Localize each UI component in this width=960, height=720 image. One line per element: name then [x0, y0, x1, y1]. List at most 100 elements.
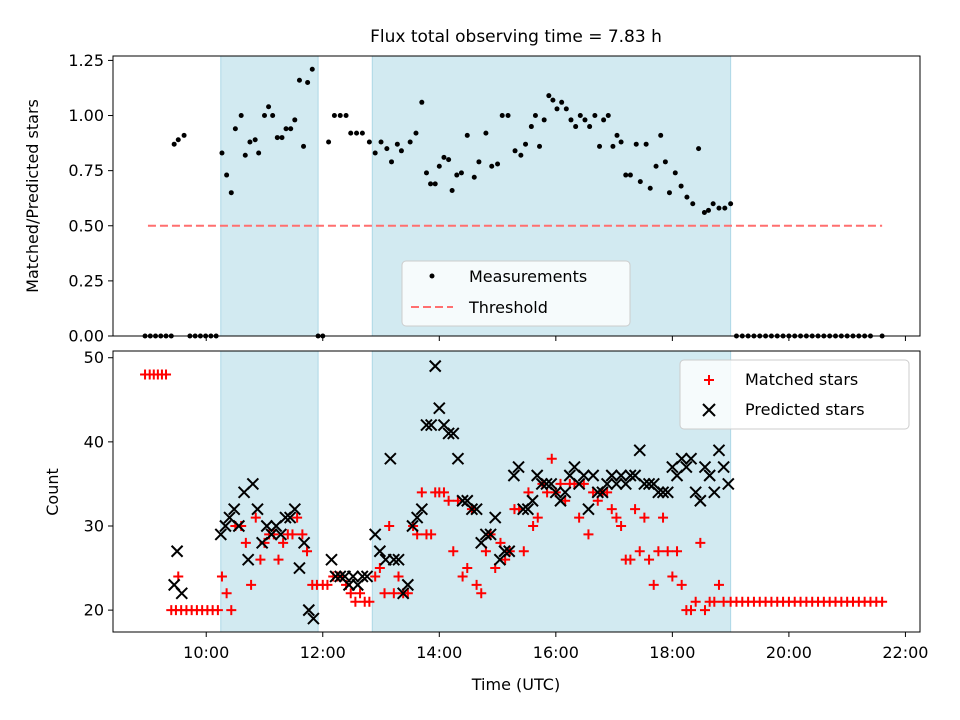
- measurement-point: [722, 205, 728, 211]
- x-axis-label: Time (UTC): [471, 675, 560, 694]
- measurement-point: [378, 139, 384, 145]
- top-legend: Measurements Threshold: [401, 260, 631, 327]
- matched-star-marker: [616, 520, 627, 531]
- measurement-point: [458, 170, 464, 176]
- predicted-star-marker: [260, 519, 274, 533]
- bottom-panel: 20 30 40 50 10:00 12:00 14:00 16:00 18:00 20:00 2…: [43, 348, 928, 694]
- predicted-star-marker: [698, 460, 712, 474]
- measurement-point: [610, 143, 616, 149]
- predicted-star-marker: [558, 486, 572, 499]
- predicted-star-marker: [521, 502, 535, 516]
- measurement-point: [394, 141, 400, 147]
- predicted-star-marker: [325, 553, 338, 566]
- matched-star-marker: [690, 596, 701, 607]
- measurement-point: [592, 113, 598, 119]
- predicted-star-marker: [219, 519, 232, 533]
- predicted-star-marker: [392, 553, 405, 566]
- measurement-point: [568, 117, 574, 123]
- predicted-stars-points: [167, 359, 735, 625]
- measurement-point: [446, 157, 452, 163]
- measurement-point: [647, 185, 653, 191]
- matched-star-marker: [699, 605, 710, 616]
- matched-star-marker: [713, 579, 724, 590]
- measurement-point: [627, 172, 633, 178]
- matched-star-marker: [350, 596, 361, 607]
- measurement-point: [523, 141, 529, 147]
- measurement-point: [407, 139, 413, 145]
- predicted-star-marker: [396, 587, 410, 600]
- predicted-star-marker: [387, 553, 401, 566]
- bottom-x-axis: 10:00 12:00 14:00 16:00 18:00 20:00 22:00: [183, 632, 928, 662]
- measurement-point: [337, 113, 343, 119]
- measurement-point: [476, 159, 482, 165]
- matched-star-marker: [644, 554, 655, 565]
- matched-star-marker: [528, 520, 539, 531]
- predicted-star-marker: [251, 502, 264, 516]
- matched-star-marker: [611, 512, 622, 523]
- predicted-star-marker: [232, 519, 246, 533]
- measurement-point: [228, 190, 234, 196]
- predicted-star-marker: [675, 452, 688, 465]
- y-tick-label: 1.00: [68, 106, 104, 125]
- predicted-legend-marker: [702, 403, 716, 417]
- predicted-star-marker: [656, 486, 670, 499]
- predicted-star-marker: [689, 486, 702, 499]
- predicted-star-marker: [722, 477, 735, 491]
- top-panel: 0.00 0.25 0.50 0.75 1.00 1.25 Matched/Predict…: [23, 51, 921, 346]
- matched-star-marker: [695, 537, 706, 548]
- measurement-point: [559, 99, 565, 105]
- top-x-ticks: [205, 336, 906, 341]
- matched-star-marker: [216, 571, 227, 582]
- measurement-point: [242, 152, 248, 158]
- predicted-star-marker: [265, 528, 278, 541]
- measurement-point: [454, 172, 460, 178]
- measurement-point: [384, 146, 390, 152]
- predicted-star-marker: [512, 460, 525, 474]
- measurement-point: [219, 150, 225, 156]
- measurement-point: [684, 194, 690, 200]
- predicted-star-marker: [401, 578, 415, 592]
- predicted-star-marker: [410, 511, 424, 524]
- predicted-star-marker: [384, 452, 397, 465]
- predicted-star-marker: [433, 402, 446, 415]
- measurement-point: [301, 143, 307, 149]
- measurement-point: [701, 210, 707, 216]
- measurement-point: [471, 174, 477, 180]
- y-tick-label: 40: [84, 432, 104, 451]
- predicted-star-marker: [214, 528, 228, 541]
- measurements-legend-marker: [429, 273, 435, 279]
- predicted-star-marker: [526, 494, 539, 507]
- measurement-point: [423, 170, 429, 176]
- predicted-star-marker: [406, 519, 419, 533]
- matched-star-marker: [416, 487, 427, 498]
- matched-star-marker: [221, 588, 232, 599]
- measurement-point: [528, 124, 534, 130]
- predicted-star-marker: [368, 528, 382, 541]
- matched-star-marker: [709, 596, 720, 607]
- measurement-point: [605, 113, 611, 119]
- measurement-point: [672, 170, 678, 176]
- top-y-axis: 0.00 0.25 0.50 0.75 1.00 1.25: [68, 51, 113, 346]
- matched-star-marker: [278, 537, 289, 548]
- measurement-point: [541, 117, 547, 123]
- measurement-point: [449, 187, 455, 193]
- predicted-star-marker: [708, 486, 721, 499]
- bottom-legend: Matched stars Predicted stars: [679, 359, 910, 430]
- y-tick-label: 50: [84, 348, 104, 367]
- matched-star-marker: [532, 512, 543, 523]
- x-tick-label: 10:00: [183, 643, 229, 662]
- measurement-point: [546, 93, 552, 99]
- predicted-star-marker: [420, 418, 433, 432]
- predicted-star-marker: [447, 427, 460, 440]
- x-tick-label: 14:00: [416, 643, 462, 662]
- predicted-star-marker: [484, 528, 497, 541]
- predicted-star-marker: [356, 570, 369, 583]
- measurement-point: [274, 135, 280, 141]
- measurement-point: [658, 132, 664, 138]
- predicted-star-marker: [498, 545, 511, 558]
- predicted-star-marker: [610, 477, 623, 491]
- measurement-point: [343, 113, 349, 119]
- predicted-star-marker: [465, 502, 479, 516]
- matched-star-marker: [292, 512, 303, 523]
- measurement-point: [597, 143, 603, 149]
